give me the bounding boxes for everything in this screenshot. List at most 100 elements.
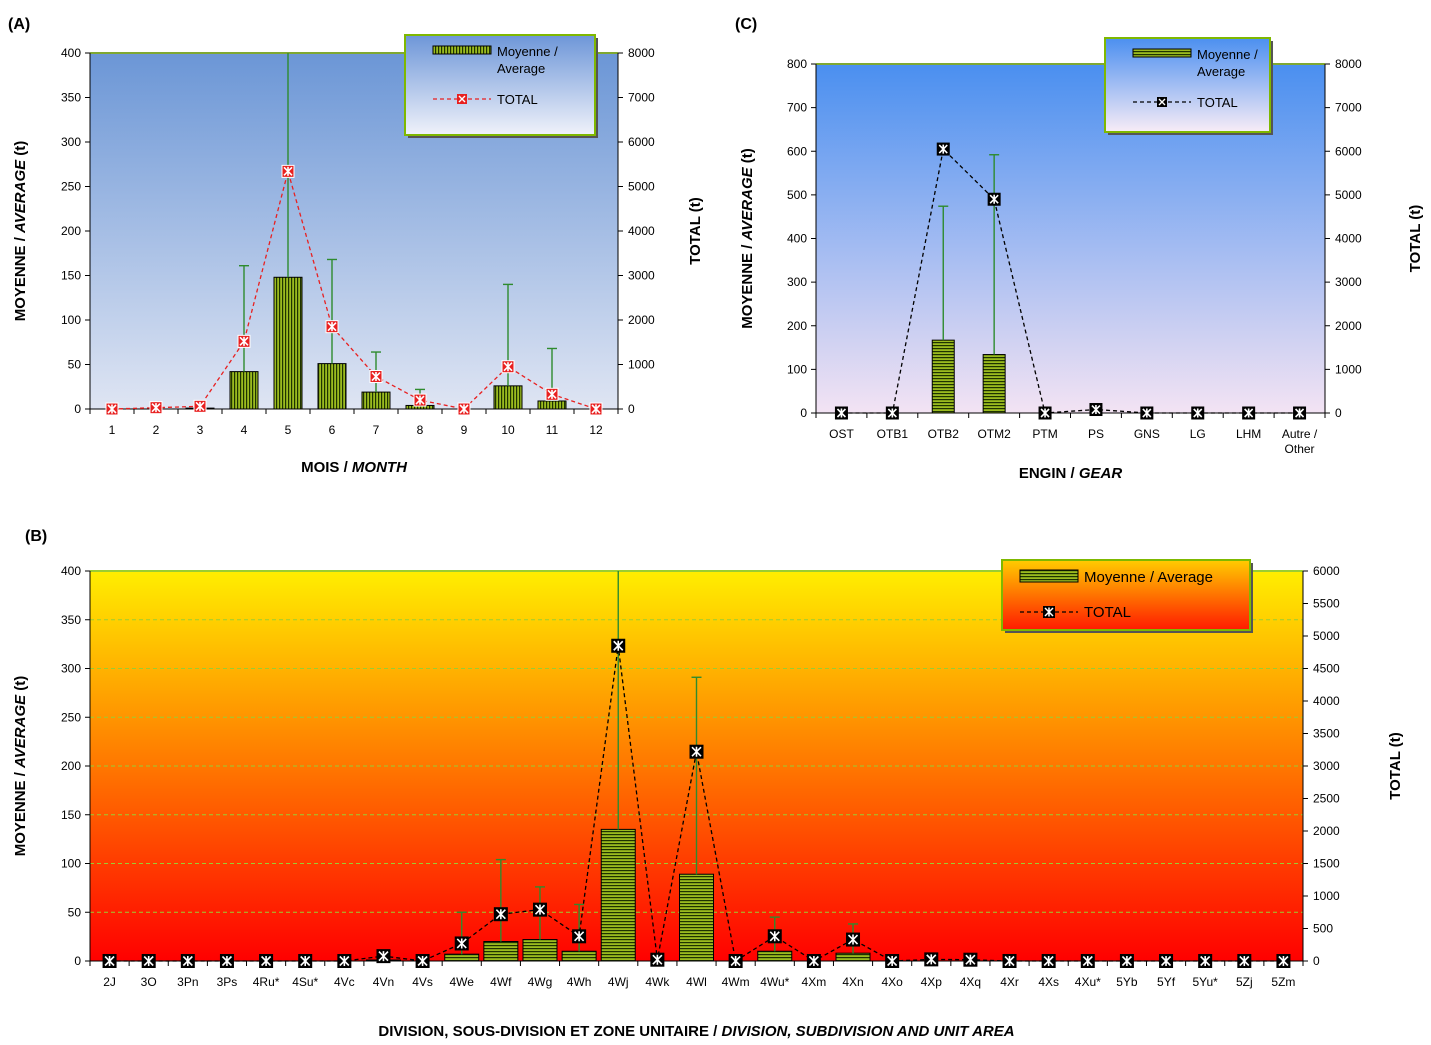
y2-tick-label: 2000 — [628, 313, 655, 327]
legend-bar-label: Moyenne / — [497, 44, 558, 59]
total-marker — [180, 954, 195, 968]
y-axis-title: MOYENNE / AVERAGE (t) — [739, 148, 756, 329]
total-marker — [846, 932, 861, 947]
y2-tick-label: 5000 — [1313, 629, 1340, 643]
legend-total-label: TOTAL — [497, 92, 538, 107]
x-tick-label: LHM — [1236, 427, 1261, 441]
x-tick-label: 4Su* — [292, 975, 318, 989]
total-marker — [963, 952, 978, 967]
bar — [483, 941, 519, 962]
x-tick-label: 2J — [103, 975, 116, 989]
x-tick-label: Autre / Other — [1282, 427, 1318, 456]
x-tick-label: LG — [1190, 427, 1206, 441]
bar — [361, 391, 391, 410]
x-tick-label: 3 — [197, 423, 204, 437]
legend-bar-label: Moyenne / — [1197, 47, 1258, 62]
x-tick-label: 2 — [153, 423, 160, 437]
total-marker — [689, 744, 704, 759]
y2-tick-label: 0 — [1313, 954, 1320, 968]
y-tick-label: 250 — [61, 180, 81, 194]
bar — [522, 939, 558, 962]
x-axis-title: MOIS / MONTH — [301, 459, 408, 476]
total-marker — [806, 954, 821, 968]
y-tick-label: 350 — [61, 613, 81, 627]
y2-tick-label: 8000 — [628, 46, 655, 60]
x-tick-label: 6 — [329, 423, 336, 437]
x-tick-label: 4Xm — [802, 975, 827, 989]
y2-tick-label: 1000 — [1335, 362, 1362, 376]
x-tick-label: GNS — [1134, 427, 1160, 441]
y2-tick-label: 3000 — [1335, 275, 1362, 289]
y-tick-label: 300 — [787, 275, 807, 289]
y2-tick-label: 7000 — [1335, 101, 1362, 115]
y2-tick-label: 4000 — [1335, 232, 1362, 246]
total-marker — [141, 954, 156, 968]
legend-bar-swatch — [432, 45, 492, 55]
total-marker — [415, 954, 430, 968]
total-marker — [413, 393, 427, 407]
panel-label: (C) — [735, 16, 757, 33]
x-tick-label: 4Wj — [608, 975, 629, 989]
y2-tick-label: 6000 — [628, 135, 655, 149]
bar — [835, 952, 871, 962]
y-tick-label: 100 — [61, 857, 81, 871]
legend-bar-label: Moyenne / Average — [1084, 569, 1213, 586]
bar — [679, 873, 714, 962]
x-tick-label: 8 — [417, 423, 424, 437]
y2-tick-label: 4500 — [1313, 662, 1340, 676]
x-tick-label: 4Vc — [334, 975, 355, 989]
y-tick-label: 0 — [74, 954, 81, 968]
total-marker — [376, 949, 391, 964]
x-tick-label: 4Xq — [960, 975, 981, 989]
x-tick-label: 4Xs — [1038, 975, 1059, 989]
y2-tick-label: 1000 — [1313, 889, 1340, 903]
total-marker — [589, 402, 603, 416]
chart-panel-a: 0501001502002503003504000100020003000400… — [8, 16, 704, 476]
legend: Moyenne / Average TOTAL — [404, 34, 598, 138]
total-marker — [457, 402, 471, 416]
total-marker — [369, 370, 383, 384]
y-tick-label: 150 — [61, 269, 81, 283]
total-marker — [1089, 403, 1103, 417]
total-marker — [1140, 406, 1154, 420]
total-marker — [885, 954, 900, 968]
bar — [561, 950, 597, 962]
y-tick-label: 300 — [61, 135, 81, 149]
x-tick-label: 4Wk — [645, 975, 670, 989]
x-tick-label: 4Xp — [921, 975, 943, 989]
total-marker — [193, 399, 207, 413]
total-marker — [834, 406, 848, 420]
x-tick-label: 4Wl — [686, 975, 707, 989]
y2-tick-label: 4000 — [1313, 694, 1340, 708]
total-marker — [1038, 406, 1052, 420]
x-tick-label: 3Ps — [217, 975, 238, 989]
total-marker — [1041, 954, 1056, 968]
y2-tick-label: 1500 — [1313, 857, 1340, 871]
total-marker — [259, 954, 274, 968]
chart-panel-b: 0501001502002503003504000500100015002000… — [12, 528, 1404, 1040]
total-marker — [936, 142, 950, 156]
total-marker — [1293, 406, 1307, 420]
y2-tick-label: 7000 — [628, 91, 655, 105]
x-tick-label: 10 — [501, 423, 515, 437]
x-tick-label: 4Xn — [842, 975, 863, 989]
total-marker — [493, 907, 508, 922]
y-tick-label: 400 — [61, 46, 81, 60]
y-tick-label: 100 — [61, 313, 81, 327]
bar — [537, 400, 567, 410]
total-marker — [102, 954, 117, 968]
x-tick-label: 4Xo — [881, 975, 903, 989]
panel-label: (A) — [8, 16, 30, 33]
legend-bar-swatch — [1132, 48, 1192, 58]
x-tick-label: 4Wm — [722, 975, 750, 989]
total-marker — [924, 952, 939, 967]
x-tick-label: PTM — [1032, 427, 1057, 441]
y-tick-label: 200 — [61, 224, 81, 238]
total-marker — [1276, 954, 1291, 968]
y2-axis-title: TOTAL (t) — [687, 197, 704, 265]
y-tick-label: 150 — [61, 808, 81, 822]
total-marker — [532, 902, 547, 917]
panel-label: (B) — [25, 528, 47, 545]
total-marker — [454, 936, 469, 951]
